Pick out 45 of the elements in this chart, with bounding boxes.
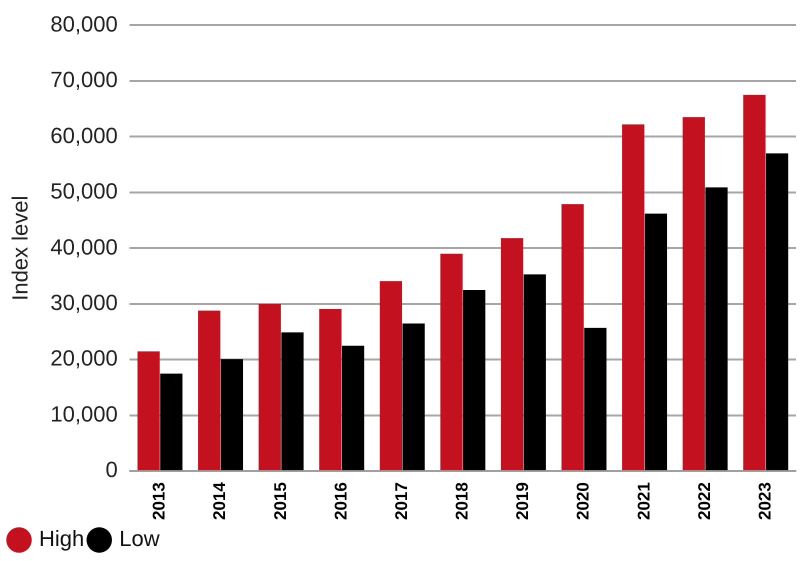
bar	[380, 281, 402, 470]
bar	[137, 351, 160, 470]
x-tick-label: 2017	[392, 482, 411, 520]
bar	[198, 310, 220, 470]
bar	[524, 274, 546, 470]
x-tick-label: 2019	[513, 482, 532, 520]
bar	[682, 117, 705, 470]
y-tick-label: 30,000	[50, 290, 118, 315]
bar	[562, 204, 584, 470]
bar	[402, 323, 425, 470]
y-tick-label: 40,000	[50, 234, 118, 260]
y-tick-label: 0	[105, 457, 118, 482]
bar	[743, 94, 766, 470]
x-tick-label: 2016	[331, 482, 350, 520]
x-tick-label: 2013	[150, 482, 169, 520]
y-axis-title: Index level	[7, 196, 32, 301]
bar	[281, 332, 304, 470]
bar	[500, 238, 524, 470]
y-tick-label: 70,000	[50, 67, 118, 92]
bar	[220, 359, 244, 470]
bar	[644, 214, 668, 470]
y-tick-label: 20,000	[50, 346, 118, 371]
bar	[584, 328, 606, 470]
bar	[342, 346, 364, 470]
bar	[440, 254, 463, 470]
bar	[258, 304, 281, 470]
bar	[463, 290, 486, 470]
x-tick-label: 2020	[574, 482, 593, 520]
x-tick-label: 2014	[210, 482, 230, 520]
x-tick-label: 2022	[694, 482, 714, 520]
bar	[622, 124, 644, 470]
y-tick-label: 60,000	[50, 122, 118, 148]
legend-label: Low	[119, 526, 160, 552]
x-tick-label: 2018	[452, 482, 472, 520]
bar	[766, 153, 788, 470]
x-tick-label: 2023	[755, 482, 774, 520]
bar	[705, 187, 728, 470]
y-tick-label: 10,000	[50, 401, 118, 426]
x-tick-label: 2015	[270, 482, 290, 520]
legend-label: High	[39, 526, 84, 552]
y-tick-label: 80,000	[50, 11, 118, 36]
bar	[319, 308, 342, 470]
bar	[160, 374, 182, 470]
x-tick-label: 2021	[634, 482, 654, 520]
y-tick-label: 50,000	[50, 178, 118, 204]
